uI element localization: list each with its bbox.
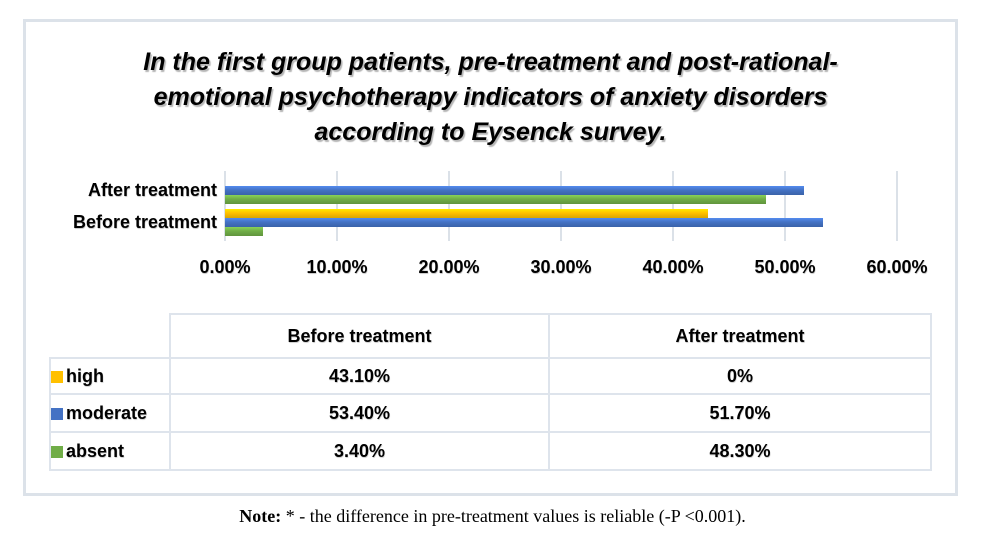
- footnote: Note: * - the difference in pre-treatmen…: [0, 506, 985, 527]
- gridline-10.00%: [336, 171, 338, 241]
- table-row-absent: absent 3.40% 48.30%: [49, 431, 932, 471]
- chart-title-line-2: emotional psychotherapy indicators of an…: [153, 83, 828, 111]
- bar-moderate-after-treatment: [225, 186, 805, 195]
- high-series-swatch-icon: [52, 370, 63, 383]
- footnote-label: Note:: [239, 506, 282, 526]
- legend-label-high: high: [66, 365, 104, 386]
- gridline-50.00%: [784, 171, 786, 241]
- gridline-30.00%: [560, 171, 562, 241]
- x-tick-10.00%: 10.00%: [306, 257, 368, 277]
- col-header-before-treatment: Before treatment: [169, 313, 550, 359]
- x-tick-30.00%: 30.00%: [530, 257, 592, 277]
- legend-label-moderate: moderate: [66, 402, 148, 423]
- value-absent-before: 3.40%: [169, 431, 550, 471]
- value-moderate-before: 53.40%: [169, 393, 550, 433]
- x-tick-50.00%: 50.00%: [754, 257, 816, 277]
- footnote-text: * - the difference in pre-treatment valu…: [281, 506, 746, 526]
- x-tick-20.00%: 20.00%: [418, 257, 480, 277]
- legend-cell-moderate: moderate: [49, 393, 171, 433]
- gridline-20.00%: [448, 171, 450, 241]
- x-tick-60.00%: 60.00%: [866, 257, 928, 277]
- col-header-after-treatment: After treatment: [548, 313, 932, 359]
- category-label-after-treatment: After treatment: [87, 180, 217, 200]
- bar-absent-after-treatment: [225, 195, 766, 204]
- legend-cell-absent: absent: [49, 431, 171, 471]
- chart-title: In the first group patients, pre-treatme…: [26, 45, 955, 150]
- gridline-40.00%: [672, 171, 674, 241]
- value-absent-after: 48.30%: [548, 431, 932, 471]
- table-row-moderate: moderate 53.40% 51.70%: [49, 393, 932, 433]
- value-high-after: 0%: [548, 357, 932, 395]
- bar-moderate-before-treatment: [225, 218, 824, 227]
- chart-frame: In the first group patients, pre-treatme…: [23, 19, 958, 496]
- x-tick-0.00%: 0.00%: [199, 257, 251, 277]
- chart-title-line-3: according to Eysenck survey.: [314, 118, 667, 146]
- bar-absent-before-treatment: [225, 227, 264, 236]
- bar-high-before-treatment: [225, 209, 708, 218]
- table-corner-cell: [50, 314, 170, 358]
- chart-data-table: Before treatment After treatment high 43…: [49, 313, 932, 471]
- x-tick-40.00%: 40.00%: [642, 257, 704, 277]
- bar-chart-plot: 0.00% 10.00% 20.00% 30.00% 40.00% 50.00% 60.00…: [73, 171, 928, 277]
- chart-title-line-1: In the first group patients, pre-treatme…: [143, 48, 838, 76]
- table-row-high: high 43.10% 0%: [49, 357, 932, 395]
- absent-series-swatch-icon: [52, 445, 63, 458]
- category-label-before-treatment: Before treatment: [72, 212, 217, 232]
- value-high-before: 43.10%: [169, 357, 550, 395]
- legend-label-absent: absent: [66, 440, 125, 461]
- gridline-60.00%: [896, 171, 898, 241]
- table-header-row: Before treatment After treatment: [50, 313, 932, 359]
- moderate-series-swatch-icon: [52, 407, 63, 420]
- value-moderate-after: 51.70%: [548, 393, 932, 433]
- legend-cell-high: high: [49, 357, 171, 395]
- gridline-0.00%: [224, 171, 226, 241]
